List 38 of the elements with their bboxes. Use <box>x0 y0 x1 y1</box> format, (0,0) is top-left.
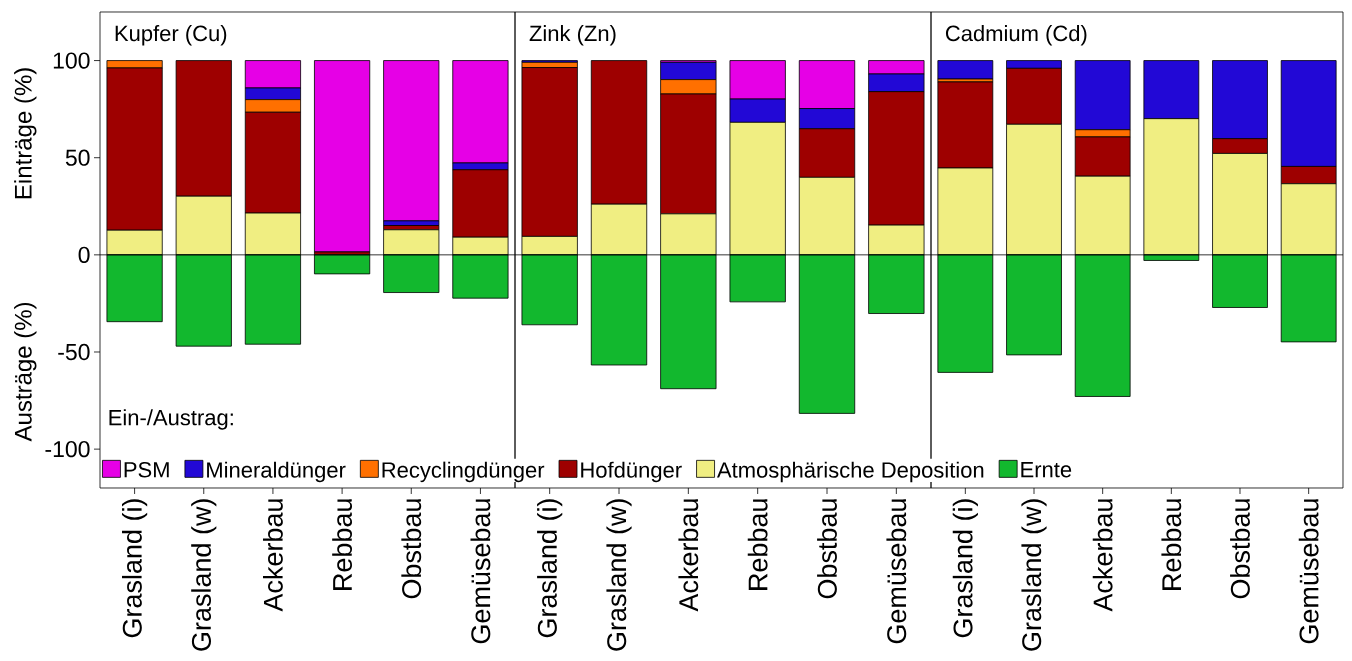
x-tick-label: Obstbau <box>1230 499 1250 599</box>
y-tick-label: -50 <box>58 343 90 361</box>
x-tick-label: Obstbau <box>401 499 422 599</box>
x-tick-label: Rebbau <box>1161 499 1182 590</box>
x-tick-label: Grasland (w) <box>191 499 217 651</box>
legend-title: Ein-/Austrag: <box>109 409 233 430</box>
x-tick-label: Rebbau <box>332 499 353 590</box>
text: Kupfer (Cu) <box>115 25 227 46</box>
x-tick-label: Gemüsebau <box>470 499 491 644</box>
x-tick-label: Grasland (w) <box>1021 499 1047 651</box>
legend-label: Recyclingdünger <box>382 461 545 483</box>
x-tick-label: Gemüsebau <box>1298 499 1319 644</box>
y-tick-label: 50 <box>65 149 90 166</box>
y-tick-label: -100 <box>45 440 90 458</box>
x-tick-label: Ackerbau <box>1092 499 1113 612</box>
bar <box>314 60 371 253</box>
x-tick-label: Grasland (i) <box>537 499 563 638</box>
x-tick-label: Rebbau <box>747 499 768 590</box>
text: Zink (Zn) <box>529 25 616 46</box>
legend-label: Atmosphärische Deposition <box>716 461 984 483</box>
x-tick-label: Grasland (i) <box>952 499 978 638</box>
legend-label: PSM <box>124 461 169 478</box>
y-tick-label: 100 <box>53 52 90 69</box>
x-tick-label: Grasland (w) <box>606 499 632 651</box>
bar <box>383 60 440 222</box>
y-axis-title: Einträge (%) <box>14 68 37 199</box>
legend-label: Mineraldünger <box>207 461 346 483</box>
legend-label: Hofdünger <box>581 461 682 483</box>
x-tick-label: Gemüsebau <box>886 499 907 644</box>
x-tick-label: Ackerbau <box>263 499 283 612</box>
bar <box>937 60 994 80</box>
x-tick-label: Obstbau <box>817 499 837 599</box>
x-tick-label: Grasland (i) <box>122 499 148 638</box>
x-tick-label: Ackerbau <box>678 499 699 612</box>
y-tick-label: 0 <box>78 246 90 263</box>
text: Austräge (%) <box>14 302 37 442</box>
text: Cadmium (Cd) <box>945 25 1087 46</box>
legend-label: Ernte <box>1021 462 1072 478</box>
